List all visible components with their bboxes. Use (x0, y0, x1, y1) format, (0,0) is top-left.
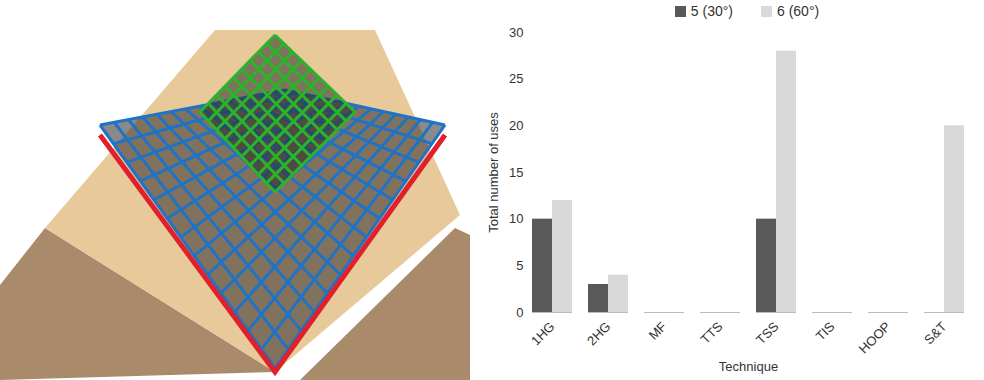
html-text:6 (60°): 6 (60°) (777, 3, 820, 19)
svg-text:30: 30 (509, 25, 523, 40)
svg-text:Total number of uses: Total number of uses (486, 112, 501, 233)
svg-text:15: 15 (509, 165, 523, 180)
svg-text:S&T: S&T (921, 319, 950, 348)
svg-text:HOOP: HOOP (856, 319, 894, 357)
svg-text:20: 20 (509, 118, 523, 133)
svg-text:10: 10 (509, 211, 523, 226)
svg-text:TIS: TIS (813, 319, 838, 344)
svg-text:MF: MF (646, 319, 670, 343)
svg-text:2HG: 2HG (584, 319, 614, 349)
svg-text:TSS: TSS (753, 319, 782, 348)
svg-text:TTS: TTS (698, 319, 726, 347)
svg-text:25: 25 (509, 71, 523, 86)
svg-text:Technique: Technique (719, 359, 778, 374)
svg-text:0: 0 (516, 305, 523, 320)
html-text:5 (30°): 5 (30°) (690, 3, 733, 19)
svg-text:5: 5 (516, 258, 523, 273)
svg-text:1HG: 1HG (528, 319, 558, 349)
